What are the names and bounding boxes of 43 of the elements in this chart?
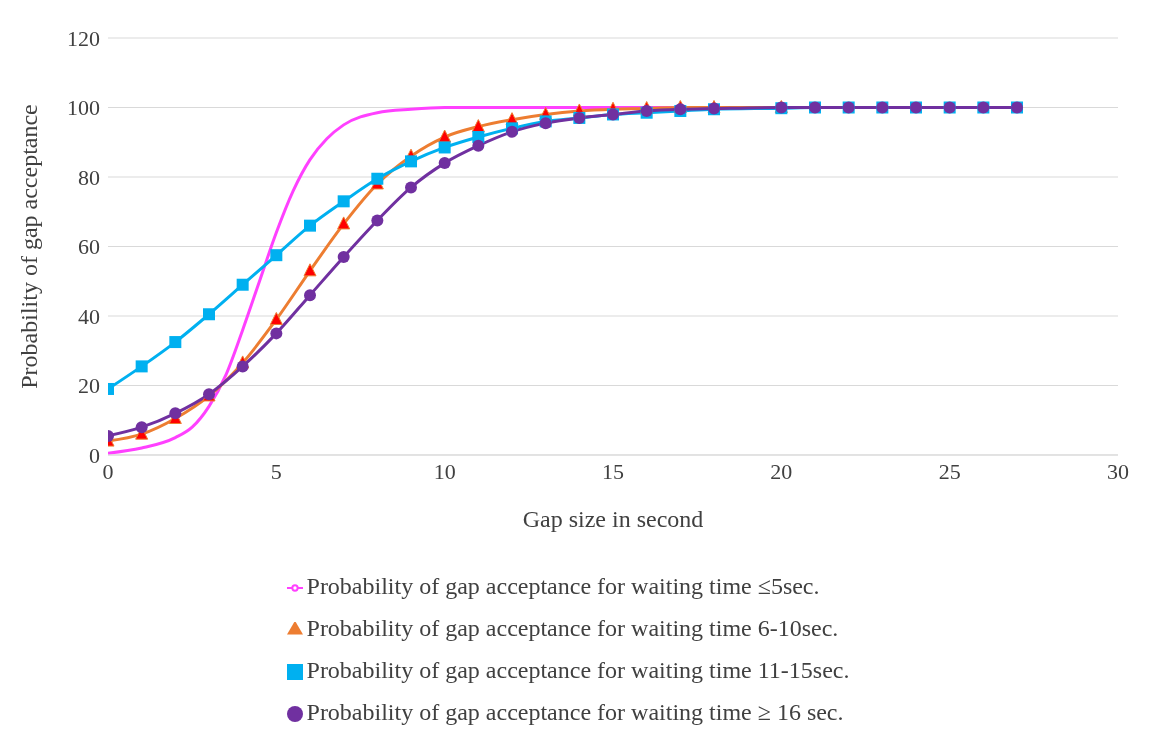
point — [135, 421, 148, 434]
point — [304, 219, 316, 232]
y-tick-label: 100 — [67, 95, 100, 121]
point — [303, 263, 317, 277]
point — [405, 181, 417, 194]
y-tick-label: 20 — [78, 373, 100, 399]
x-tick-label: 5 — [270, 458, 282, 484]
point — [135, 360, 148, 373]
y-tick-label: 0 — [89, 442, 100, 468]
x-tick-label: 10 — [433, 458, 456, 484]
point — [337, 195, 350, 208]
point — [472, 139, 485, 152]
x-tick-label: 15 — [602, 458, 624, 484]
y-tick-label: 40 — [78, 303, 100, 329]
point — [337, 216, 351, 230]
point — [438, 141, 451, 154]
point — [371, 214, 384, 227]
legend-label: Probability of gap acceptance for waiting time 11-15sec. — [306, 657, 850, 683]
point — [236, 360, 249, 373]
y-axis-title: Probability of gap acceptance — [15, 104, 42, 389]
x-axis-title: Gap size in second — [522, 506, 704, 532]
y-tick-label: 120 — [67, 25, 100, 51]
legend-label: Probability of gap acceptance for waiting time ≤5sec. — [306, 573, 820, 599]
point — [371, 172, 384, 185]
point — [337, 250, 350, 263]
legend-label: Probability of gap acceptance for waiting time 6-10sec. — [306, 615, 839, 641]
point — [203, 308, 215, 321]
legend-label: Probability of gap acceptance for waiting time ≥ 16 sec. — [306, 699, 844, 725]
x-tick-label: 25 — [938, 458, 961, 484]
point — [471, 119, 485, 133]
y-tick-label: 80 — [78, 164, 100, 190]
point — [269, 311, 283, 325]
point — [270, 249, 283, 262]
point — [169, 336, 182, 349]
point — [236, 278, 249, 291]
point — [304, 289, 316, 302]
point — [405, 155, 417, 168]
point — [169, 407, 182, 420]
x-tick-label: 20 — [770, 458, 793, 484]
point — [438, 157, 451, 170]
x-tick-label: 30 — [1107, 458, 1129, 484]
y-tick-label: 60 — [78, 234, 100, 260]
point — [270, 327, 283, 340]
